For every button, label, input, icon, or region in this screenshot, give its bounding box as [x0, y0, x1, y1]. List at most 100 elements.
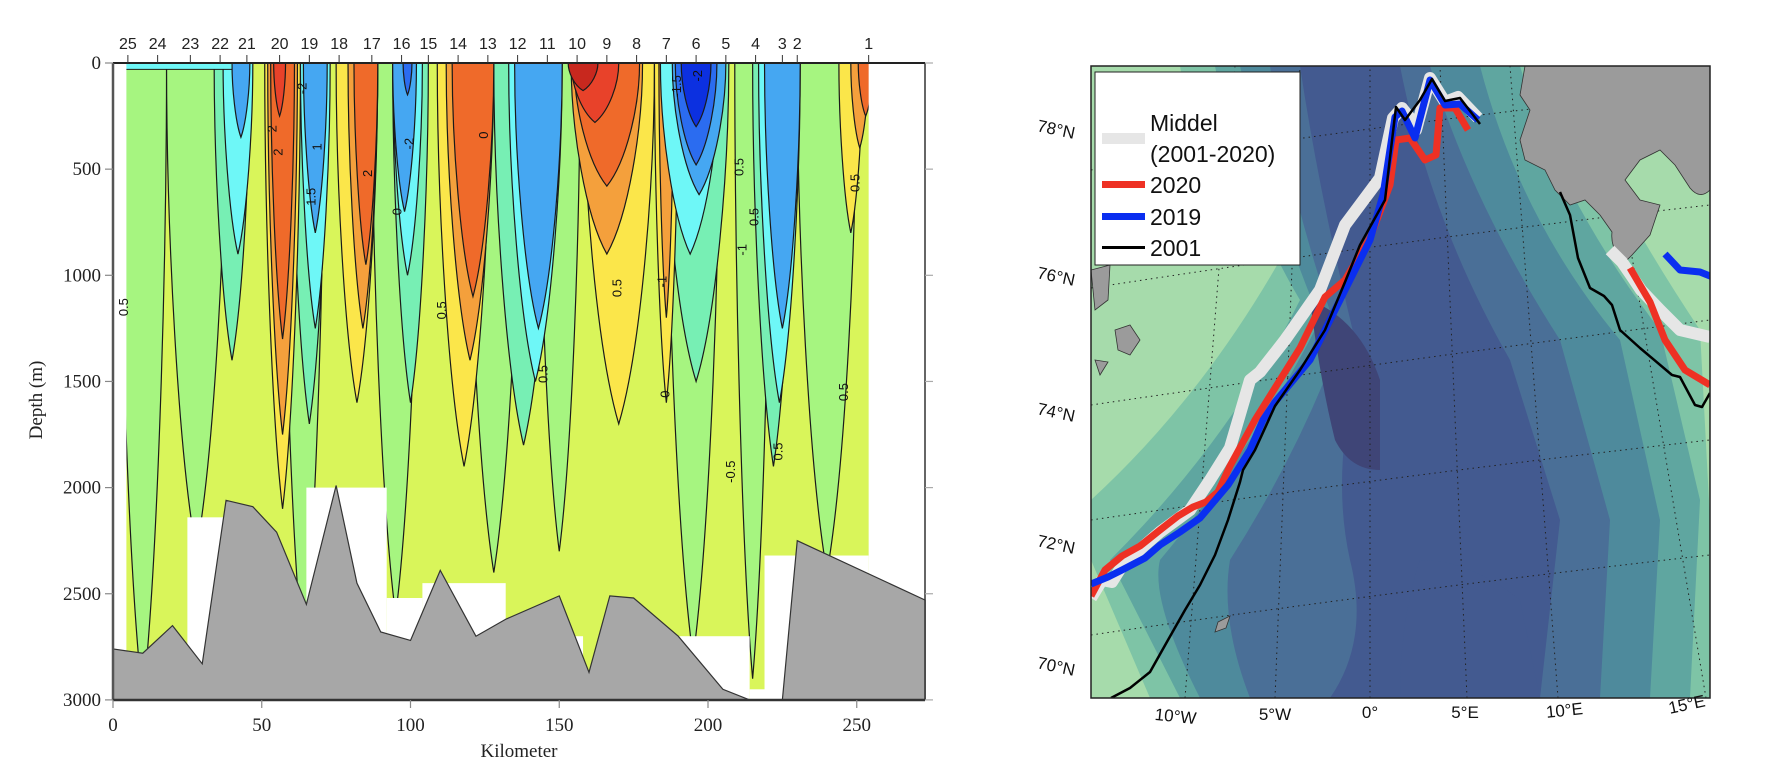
line-2019: [1662, 251, 1710, 280]
contour-label: 1: [309, 143, 324, 150]
legend: Middel (2001-2020) 2020 2019 2001: [1094, 71, 1301, 266]
x-tick-label: 100: [396, 715, 425, 736]
contour-region-light-blue: [231, 63, 251, 140]
station-label: 16: [393, 36, 411, 53]
contour-label: 2: [360, 170, 375, 177]
meridian-line: [1274, 66, 1301, 698]
contour-label: 0.5: [610, 279, 625, 297]
meridian-line: [1509, 66, 1559, 698]
x-tick-label: 0: [108, 715, 118, 736]
x-axis-label: Kilometer: [480, 741, 558, 762]
contour-label: 0: [657, 391, 672, 398]
station-label: 13: [479, 36, 497, 53]
contour-label: -0.5: [723, 460, 738, 482]
legend-label-2019: 2019: [1150, 204, 1201, 230]
legend-box: [1094, 71, 1301, 266]
station-label: 22: [211, 36, 229, 53]
y-tick-label: 2000: [63, 478, 101, 499]
contour-region-dark-blue: [680, 63, 712, 128]
contour-label: -2: [294, 83, 309, 95]
station-label: 10: [568, 36, 586, 53]
contour-region-deep-red: [567, 63, 599, 92]
x-tick-label: 50: [252, 715, 271, 736]
line-2020: [1626, 266, 1710, 389]
front-lines: [1091, 72, 1710, 698]
station-label: 14: [449, 36, 467, 53]
contour-label: 0.5: [434, 301, 449, 319]
y-tick-label: 1000: [63, 265, 101, 286]
legend-label-2001: 2001: [1150, 235, 1201, 261]
legend-label-mean: Middel: [1150, 110, 1218, 136]
station-label: 18: [330, 36, 348, 53]
legend-swatch-2001: [1102, 246, 1145, 249]
station-label: 2: [793, 36, 802, 53]
station-labels: 25 24 23 22 21 20 19 18 17 16 15 14 13 12 11 10 9 8 7 6 5 4 3 2…: [119, 36, 873, 63]
lat-tick-label: 76°N: [1036, 263, 1077, 289]
depth-section-chart: 0 50 100 150 200 250050010001500200025003000 …: [26, 36, 933, 762]
station-label: 21: [238, 36, 256, 53]
y-tick-label: 2500: [63, 584, 101, 605]
contour-label: -1: [735, 244, 750, 256]
y-tick-label: 1500: [63, 371, 101, 392]
station-label: 24: [149, 36, 167, 53]
contour-region-red: [273, 63, 287, 118]
station-label: 15: [419, 36, 437, 53]
map-frame: [1090, 65, 1711, 699]
station-label: 9: [602, 36, 611, 53]
land: [1519, 66, 1710, 263]
station-label: 8: [632, 36, 641, 53]
bathymetry-layer: [1300, 66, 1560, 698]
land: [1091, 264, 1111, 311]
contour-label: -2: [690, 70, 705, 82]
contour-label: 0: [390, 208, 405, 215]
station-label: 17: [363, 36, 381, 53]
land: [1114, 324, 1141, 356]
meridian-line: [1439, 66, 1468, 698]
station-label: 25: [119, 36, 137, 53]
lon-tick-label: 10°W: [1154, 705, 1198, 728]
contour-label: 0.5: [732, 158, 747, 176]
legend-swatch-mean: [1102, 133, 1145, 144]
land-masses: [1091, 66, 1710, 633]
contour-region-orange: [451, 63, 495, 299]
lat-tick-label: 74°N: [1036, 399, 1077, 425]
legend-swatch-2020: [1102, 181, 1145, 188]
no-data-region: [113, 63, 127, 700]
legend-label-mean-period: (2001-2020): [1150, 141, 1275, 167]
contour-label: 0.5: [747, 208, 762, 226]
contour-label: -2: [401, 138, 416, 150]
land: [1094, 359, 1109, 376]
station-label: 4: [751, 36, 760, 53]
x-tick-label: 200: [694, 715, 723, 736]
lat-tick-label: 70°N: [1036, 653, 1077, 679]
lon-tick-label: 0°: [1362, 703, 1378, 722]
y-tick-label: 3000: [63, 690, 101, 711]
line-2001: [1110, 77, 1481, 698]
bathymetry-layer: [1310, 300, 1380, 470]
x-tick-label: 150: [545, 715, 574, 736]
lat-tick-label: 78°N: [1036, 116, 1077, 142]
contour-region-light-blue: [763, 63, 801, 329]
contour-labels: 0.5 0.5 0.5 0.5 0.5 0.5 0.5 0.5 0.5 -0.5 -1 -1 1 2 2 2 -…: [116, 70, 863, 483]
contour-label: 2: [271, 149, 286, 156]
station-label: 11: [539, 36, 556, 53]
contour-label: -1: [654, 276, 669, 288]
station-label: 3: [778, 36, 787, 53]
line-2001: [1558, 191, 1710, 409]
contour-region-orange: [270, 63, 296, 340]
line-2020: [1091, 104, 1472, 598]
contour-region-orange: [353, 63, 379, 265]
no-data-step: [749, 689, 768, 700]
contour-label: 0.5: [535, 365, 550, 383]
contour-region-light-blue: [514, 63, 563, 331]
contour-label: -1.5: [669, 75, 684, 97]
station-label: 1: [864, 36, 873, 53]
x-tick-label: 250: [843, 715, 872, 736]
station-label: 23: [181, 36, 199, 53]
land: [1214, 615, 1231, 633]
contour-label: 0: [476, 132, 491, 139]
lon-tick-label: 10°E: [1545, 699, 1584, 722]
station-label: 20: [271, 36, 289, 53]
contour-region-light-blue: [392, 63, 418, 212]
